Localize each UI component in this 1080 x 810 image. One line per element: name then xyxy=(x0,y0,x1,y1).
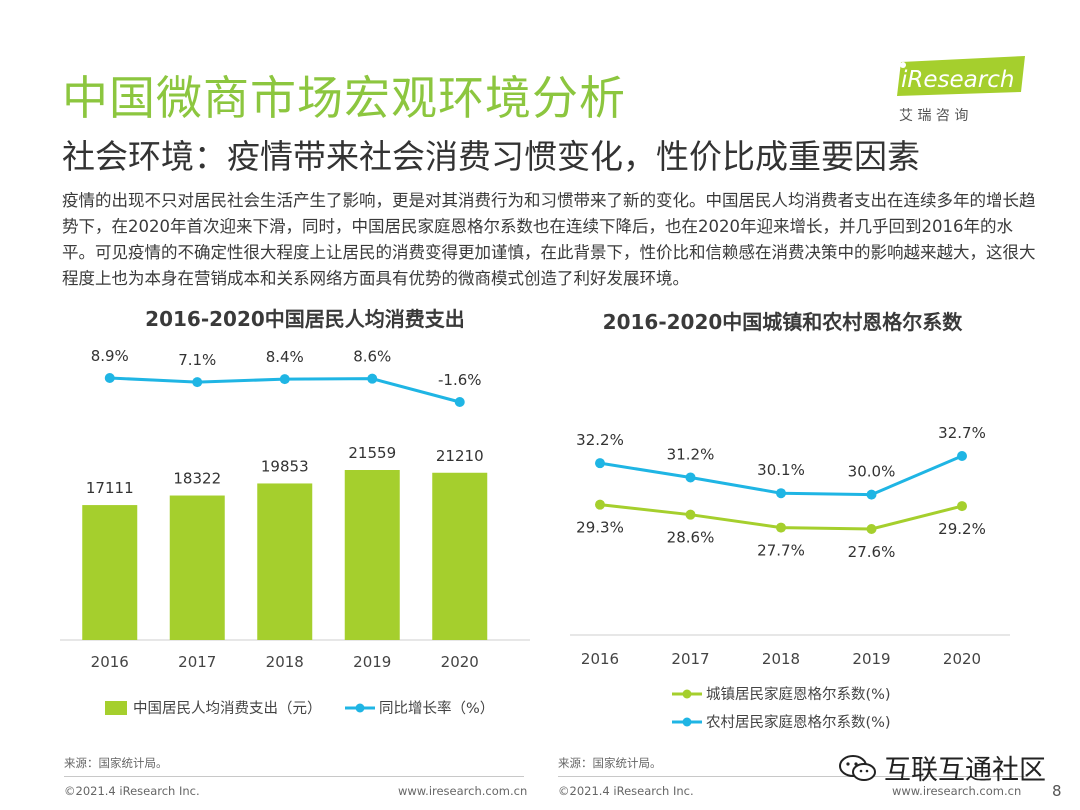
chart2-x-tick-label: 2016 xyxy=(581,650,619,668)
chart2-urban-point xyxy=(595,499,605,510)
chart2-rural-point xyxy=(866,489,877,500)
source-right: 来源：国家统计局。 xyxy=(558,756,662,770)
chart1-bar-value-label: 19853 xyxy=(261,457,309,475)
chart2-x-tick-label: 2018 xyxy=(762,650,800,668)
chart2-title: 2016-2020中国城镇和农村恩格尔系数 xyxy=(602,310,963,334)
page-subtitle: 社会环境：疫情带来社会消费习惯变化，性价比成重要因素 xyxy=(62,137,920,176)
watermark-text: 互联互通社区 xyxy=(884,755,1046,786)
chart1-growth-point xyxy=(454,397,465,407)
chart2-rural-label: 31.2% xyxy=(667,445,715,463)
chart1-x-tick-label: 2016 xyxy=(91,653,129,671)
chart1-bar xyxy=(169,495,225,640)
chart2-rural-label: 32.2% xyxy=(576,431,624,449)
chart1-bar-value-label: 21210 xyxy=(436,447,484,465)
source-left: 来源：国家统计局。 xyxy=(64,756,168,770)
chart2-urban-label: 29.2% xyxy=(938,520,986,538)
chart1-x-tick-label: 2017 xyxy=(178,653,216,671)
chart1-growth-label: 8.6% xyxy=(353,348,391,366)
footer-divider-left xyxy=(64,776,524,777)
legend-line-swatch xyxy=(345,703,375,712)
iresearch-logo: iResearch 艾 瑞 咨 询 xyxy=(897,56,1025,124)
chart1-growth-point xyxy=(104,373,115,383)
chart2-rural-point xyxy=(685,472,696,483)
chart1-title: 2016-2020中国居民人均消费支出 xyxy=(145,307,465,331)
chart1-bar xyxy=(82,505,138,640)
chart2-urban-label: 27.7% xyxy=(757,542,805,560)
chart1-legend-line: 同比增长率（%） xyxy=(345,697,494,718)
legend-line-label: 同比增长率（%） xyxy=(379,701,495,717)
chart1-bar-value-label: 18322 xyxy=(173,470,221,488)
url-left: www.iresearch.com.cn xyxy=(398,784,528,798)
chart1-x-tick-label: 2019 xyxy=(353,653,391,671)
chart1-bar xyxy=(432,472,488,640)
chart1-legend-bar: 中国居民人均消费支出（元） xyxy=(105,697,322,718)
chart1-growth-point xyxy=(279,374,290,385)
chart1-growth-point xyxy=(367,373,378,384)
copyright-left: ©2021.4 iResearch Inc. xyxy=(64,784,200,798)
url-right: www.iresearch.com.cn xyxy=(892,784,1022,798)
chart2-rural-point xyxy=(776,488,786,499)
chart1-bar-value-label: 17111 xyxy=(86,479,134,497)
legend-urban-swatch xyxy=(672,689,702,698)
chart1-growth-label: 8.9% xyxy=(91,347,129,365)
chart2-x-tick-label: 2020 xyxy=(943,650,981,668)
chart2-urban-point xyxy=(866,524,877,534)
chart2-rural-label: 30.0% xyxy=(848,463,896,481)
copyright-right: ©2021.4 iResearch Inc. xyxy=(558,784,694,798)
chart2-rural-label: 32.7% xyxy=(938,424,986,442)
chart2-urban-label: 27.6% xyxy=(848,543,896,561)
chart2-plot: 2016 2017 2018 2019 2020 29.3% 28.6% 27.7% 27.6%… xyxy=(570,424,1010,668)
chart2-urban-label: 29.3% xyxy=(576,519,624,537)
legend-rural-swatch xyxy=(672,717,702,726)
description-paragraph: 疫情的出现不只对居民社会生活产生了影响，更是对其消费行为和习惯带来了新的变化。中… xyxy=(62,191,1036,288)
footer-divider-right xyxy=(558,776,1028,777)
legend-urban-label: 城镇居民家庭恩格尔系数(%) xyxy=(706,687,891,703)
logo-cn-text: 艾 瑞 咨 询 xyxy=(899,108,968,124)
chart1-bar xyxy=(257,483,313,640)
chart2-rural-label: 30.1% xyxy=(757,461,805,479)
chart2-urban-point xyxy=(957,501,967,512)
page-title: 中国微商市场宏观环境分析 xyxy=(62,71,626,125)
chart2-rural-point xyxy=(957,451,967,461)
chart2-urban-point xyxy=(685,509,696,520)
chart1-growth-label: 7.1% xyxy=(178,351,216,369)
legend-bar-label: 中国居民人均消费支出（元） xyxy=(133,701,322,717)
chart1-growth-point xyxy=(192,377,203,388)
chart1-plot: 17111 2016 18322 2017 19853 2018 21559 2019 2121… xyxy=(60,347,530,671)
chart1-bar-value-label: 21559 xyxy=(348,444,396,462)
chart2-x-tick-label: 2019 xyxy=(852,650,890,668)
wechat-icon xyxy=(839,754,876,781)
watermark: 互联互通社区 xyxy=(838,748,1046,787)
chart1-growth-label: 8.4% xyxy=(266,348,304,366)
chart1-growth-label: -1.6% xyxy=(438,371,482,389)
chart2-rural-point xyxy=(595,458,605,469)
page-number: 8 xyxy=(1052,782,1062,800)
chart2-x-tick-label: 2017 xyxy=(671,650,709,668)
chart2-urban-point xyxy=(776,522,786,533)
legend-bar-swatch xyxy=(105,700,127,715)
chart2-legend-rural: 农村居民家庭恩格尔系数(%) xyxy=(672,711,891,732)
chart1-x-tick-label: 2020 xyxy=(441,653,479,671)
chart2-legend-urban: 城镇居民家庭恩格尔系数(%) xyxy=(672,683,891,704)
chart1-x-tick-label: 2018 xyxy=(266,653,304,671)
legend-rural-label: 农村居民家庭恩格尔系数(%) xyxy=(706,715,891,731)
chart1-bar xyxy=(344,470,400,640)
logo-brand-text: iResearch xyxy=(901,67,1014,93)
chart2-urban-label: 28.6% xyxy=(667,529,715,547)
